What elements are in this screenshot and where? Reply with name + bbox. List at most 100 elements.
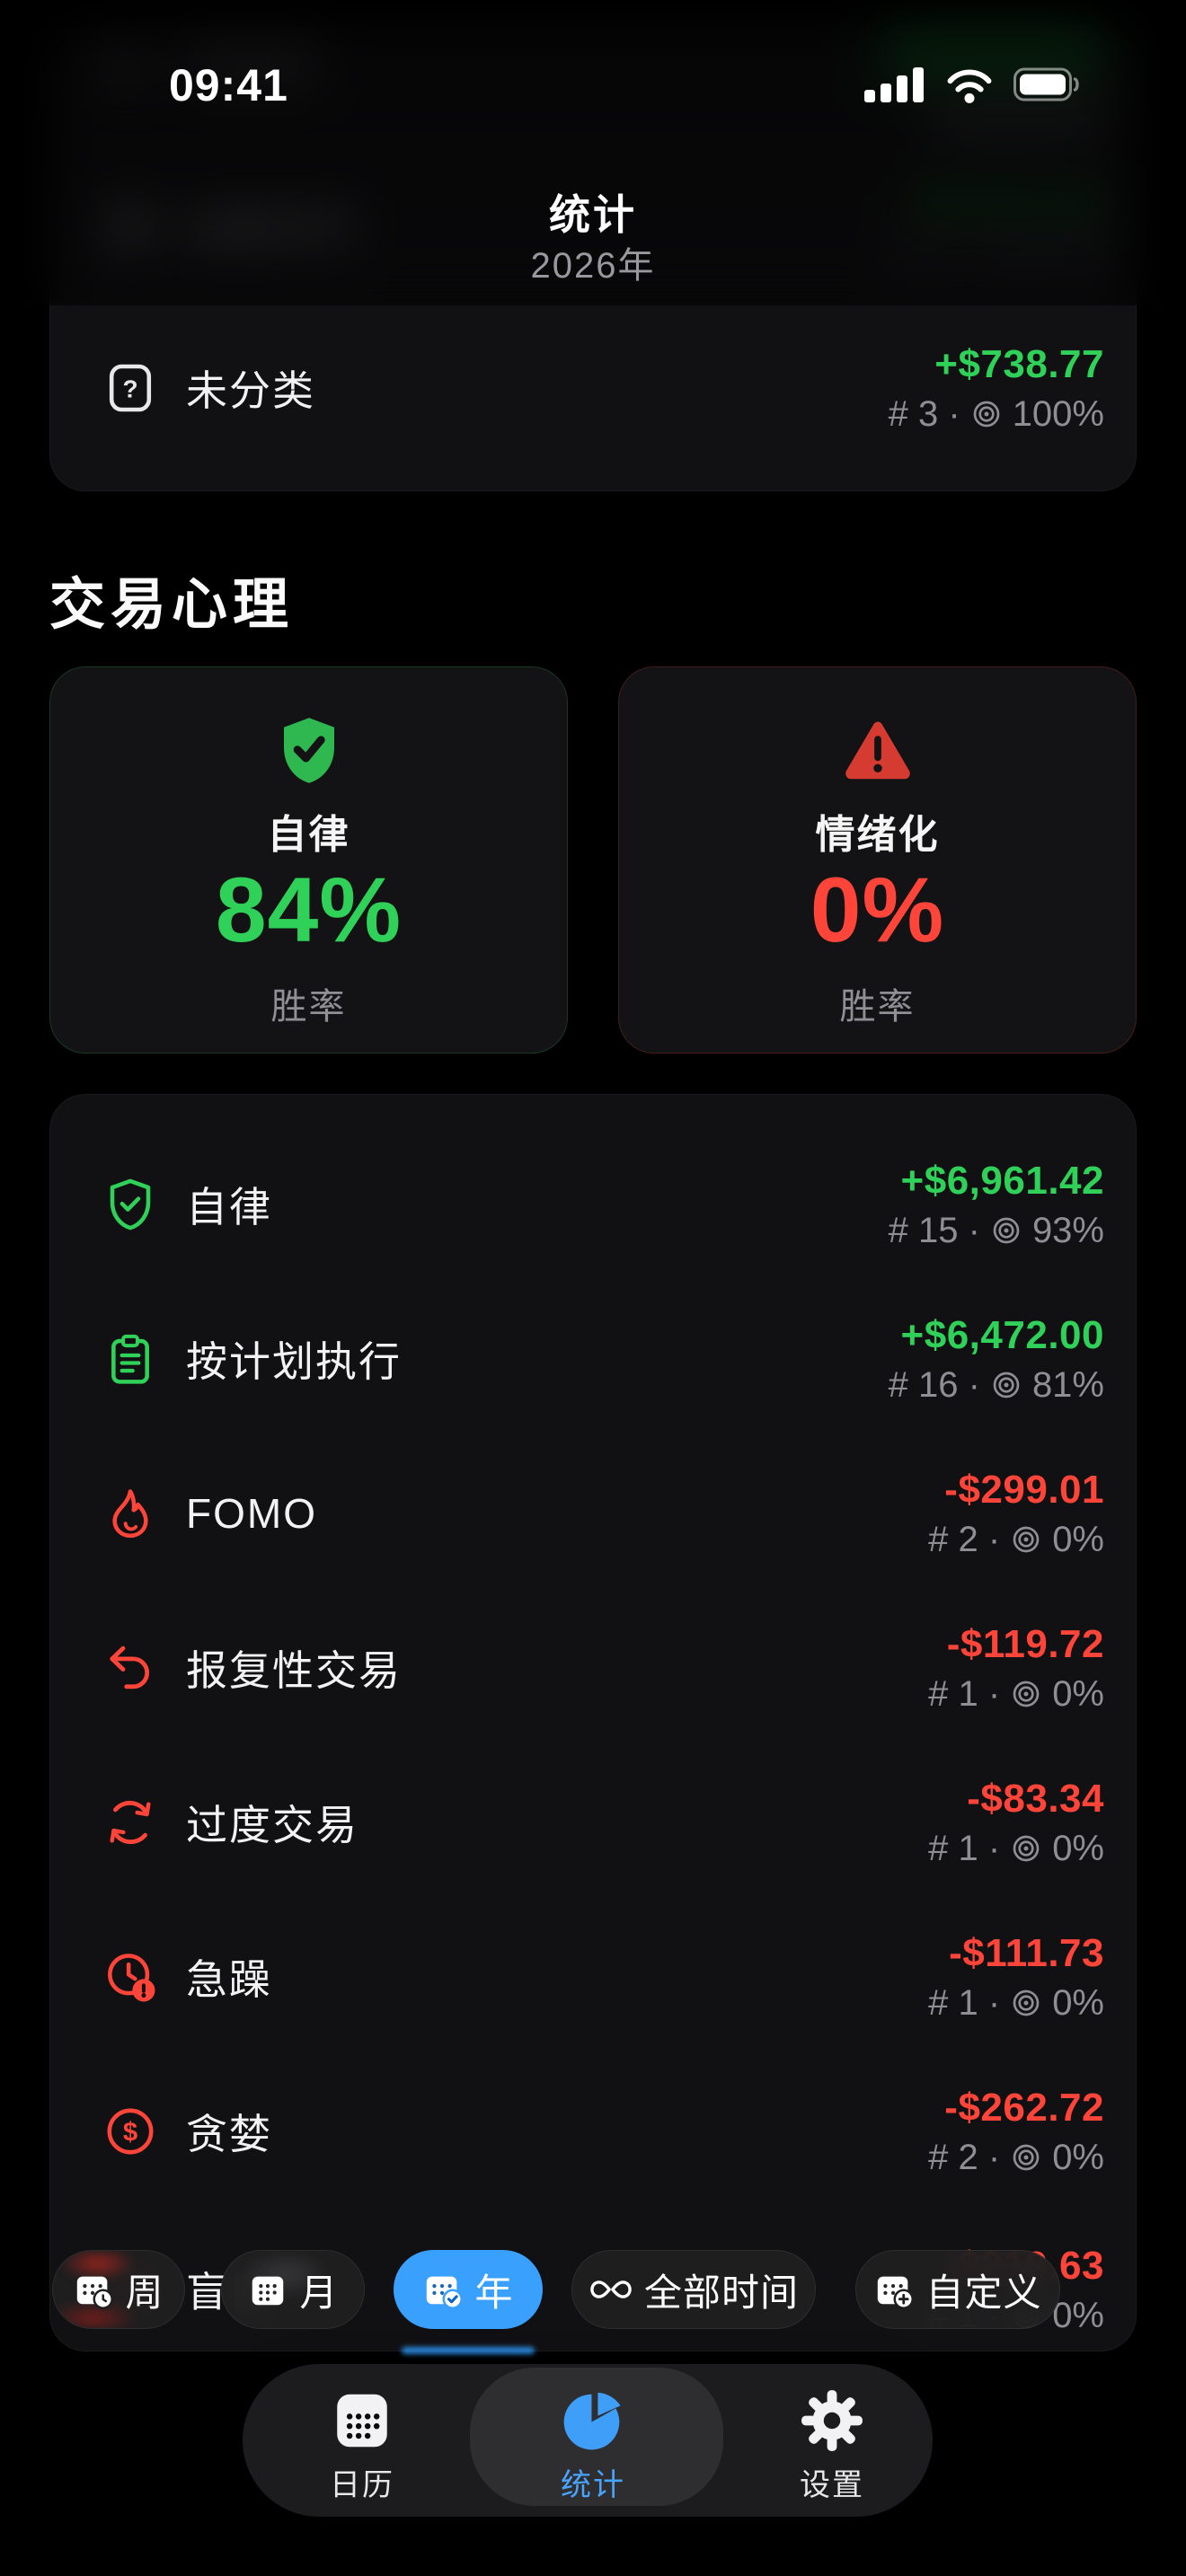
tab-label: 统计 xyxy=(561,2468,625,2502)
category-stats: # 3 · 100% xyxy=(889,394,1104,435)
flame-icon xyxy=(112,1489,148,1539)
row-amount: -$119.72 xyxy=(946,1621,1104,1666)
target-icon xyxy=(1013,1989,1040,2016)
chip-label: 自定义 xyxy=(925,2271,1042,2314)
battery-icon xyxy=(1013,67,1079,101)
infinity-icon xyxy=(590,2280,632,2298)
row-amount: -$111.73 xyxy=(949,1930,1104,1975)
row-amount: -$262.72 xyxy=(944,2085,1104,2130)
cellular-signal-icon xyxy=(864,67,924,102)
row-stats: # 1 · 0% xyxy=(928,1983,1104,2024)
trade-count: # 1 · xyxy=(928,1673,1001,1714)
section-title-psychology: 交易心理 xyxy=(49,574,295,636)
target-icon xyxy=(973,401,1000,428)
filter-chip-all-time[interactable]: 全部时间 xyxy=(571,2250,816,2329)
status-icons xyxy=(863,65,1087,104)
calendar-clock-icon xyxy=(77,2276,114,2309)
row-label: 自律 xyxy=(186,1184,272,1231)
trade-count: # 15 · xyxy=(888,1210,980,1250)
row-label: 按计划执行 xyxy=(186,1338,402,1385)
trade-count: # 2 · xyxy=(928,2137,1001,2177)
target-icon xyxy=(993,1372,1020,1398)
category-row-uncategorized[interactable]: ? 未分类 +$738.77 # 3 · 100% xyxy=(50,321,1136,455)
win-rate: 0% xyxy=(1052,1673,1104,1714)
psych-row-overtrading[interactable]: 过度交易 -$83.34 # 1 · 0% xyxy=(50,1755,1136,1890)
dollar-circle-icon: $ xyxy=(107,2108,154,2155)
period-subtitle[interactable]: 2026年 xyxy=(530,246,656,286)
tab-label: 日历 xyxy=(330,2468,394,2502)
trade-count: # 16 · xyxy=(888,1364,980,1405)
header: 09:41 统计 2026年 xyxy=(0,0,1186,305)
category-label: 未分类 xyxy=(186,367,315,414)
svg-text:?: ? xyxy=(122,375,137,403)
psych-row-discipline[interactable]: 自律 +$6,961.42 # 15 · 93% xyxy=(50,1137,1136,1272)
tab-label: 设置 xyxy=(800,2468,864,2502)
tab-settings[interactable]: 设置 xyxy=(742,2364,922,2517)
win-rate: 0% xyxy=(1052,2137,1104,2177)
clock-alert-icon xyxy=(108,1954,155,2002)
discipline-summary-card: 自律 84% 胜率 xyxy=(49,666,568,1054)
row-stats: # 15 · 93% xyxy=(889,1211,1104,1251)
psych-row-greed[interactable]: $ 贪婪 -$262.72 # 2 · 0% xyxy=(50,2064,1136,2199)
win-rate: 0% xyxy=(1052,1982,1104,2023)
page-title: 统计 xyxy=(549,191,637,238)
row-stats: # 1 · 0% xyxy=(928,1829,1104,1869)
pie-chart-icon xyxy=(563,2390,621,2450)
row-stats: # 16 · 81% xyxy=(889,1365,1104,1406)
win-rate: 100% xyxy=(1012,393,1104,434)
question-square-icon: ? xyxy=(109,364,152,412)
filter-chip-month[interactable]: 月 xyxy=(221,2250,365,2329)
chip-label: 年 xyxy=(474,2271,514,2314)
undo-arrow-icon xyxy=(110,1645,150,1689)
tab-calendar[interactable]: 日历 xyxy=(272,2364,452,2517)
win-rate: 81% xyxy=(1031,1364,1104,1405)
row-amount: +$6,961.42 xyxy=(900,1158,1104,1203)
card-label: 情绪化 xyxy=(815,813,940,857)
selected-chip-glow xyxy=(402,2347,535,2354)
calendar-icon xyxy=(252,2276,284,2306)
trade-count: # 2 · xyxy=(928,1519,1001,1559)
psych-row-revenge[interactable]: 报复性交易 -$119.72 # 1 · 0% xyxy=(50,1601,1136,1735)
filter-chip-year[interactable]: 年 xyxy=(394,2250,543,2329)
svg-text:$: $ xyxy=(123,2118,137,2148)
filter-chip-week[interactable]: 周 xyxy=(52,2250,185,2329)
emotional-summary-card: 情绪化 0% 胜率 xyxy=(618,666,1137,1054)
row-stats: # 2 · 0% xyxy=(928,2138,1104,2178)
shield-check-icon xyxy=(110,1178,151,1231)
chip-label: 周 xyxy=(125,2271,164,2314)
row-label: FOMO xyxy=(186,1490,317,1537)
chip-label: 全部时间 xyxy=(643,2271,799,2314)
row-stats: # 1 · 0% xyxy=(928,1674,1104,1715)
trade-count: # 1 · xyxy=(928,1828,1001,1868)
calendar-plus-icon xyxy=(878,2276,915,2309)
card-caption: 胜率 xyxy=(270,987,347,1027)
tab-stats[interactable]: 统计 xyxy=(503,2364,683,2517)
card-caption: 胜率 xyxy=(839,987,916,1027)
status-time: 09:41 xyxy=(169,60,288,110)
target-icon xyxy=(1013,2144,1040,2171)
target-icon xyxy=(993,1217,1020,1244)
win-rate: 0% xyxy=(1052,1828,1104,1868)
target-icon xyxy=(1013,1526,1040,1553)
psych-row-fomo[interactable]: FOMO -$299.01 # 2 · 0% xyxy=(50,1446,1136,1581)
psych-row-plan[interactable]: 按计划执行 +$6,472.00 # 16 · 81% xyxy=(50,1292,1136,1426)
win-rate-value: 0% xyxy=(810,859,945,961)
wifi-icon xyxy=(947,69,992,103)
filter-chip-custom[interactable]: 自定义 xyxy=(855,2250,1060,2329)
win-rate: 0% xyxy=(1052,2295,1104,2335)
row-label: 报复性交易 xyxy=(186,1647,402,1694)
row-amount: +$6,472.00 xyxy=(900,1312,1104,1357)
category-amount: +$738.77 xyxy=(934,341,1104,386)
chip-label: 月 xyxy=(299,2271,339,2314)
shield-check-icon xyxy=(283,718,334,783)
card-label: 自律 xyxy=(267,813,350,857)
row-label: 贪婪 xyxy=(186,2111,272,2157)
tab-bar: 日历 统计 xyxy=(243,2364,933,2517)
win-rate-value: 84% xyxy=(215,859,403,961)
psychology-list-card: 自律 +$6,961.42 # 15 · 93% 按计划执行 +$6,472.0… xyxy=(49,1094,1137,2351)
row-label: 过度交易 xyxy=(186,1802,358,1848)
trade-count: # 1 · xyxy=(928,1982,1001,2023)
calendar-check-icon xyxy=(427,2276,464,2309)
psych-row-impatience[interactable]: 急躁 -$111.73 # 1 · 0% xyxy=(50,1910,1136,2044)
